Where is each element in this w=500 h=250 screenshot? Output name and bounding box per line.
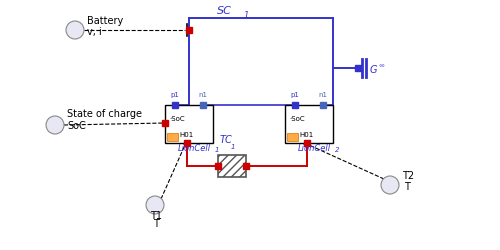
Text: T: T — [404, 182, 410, 192]
Bar — [167, 133, 178, 141]
Text: p1: p1 — [170, 92, 179, 98]
Text: p1: p1 — [290, 92, 299, 98]
Bar — [165, 105, 213, 143]
Text: 1: 1 — [244, 11, 250, 20]
Text: T2: T2 — [402, 171, 414, 181]
Bar — [218, 155, 246, 177]
Text: 1: 1 — [215, 147, 220, 153]
Circle shape — [66, 21, 84, 39]
Text: ·SoC: ·SoC — [289, 116, 304, 122]
Text: Battery: Battery — [87, 16, 123, 26]
Text: T1: T1 — [150, 211, 162, 221]
Text: 2: 2 — [335, 147, 340, 153]
Circle shape — [46, 116, 64, 134]
Text: T: T — [153, 219, 159, 229]
Text: 1: 1 — [231, 144, 235, 150]
Text: G: G — [370, 65, 378, 75]
Circle shape — [146, 196, 164, 214]
Text: State of charge: State of charge — [67, 109, 142, 119]
Text: SC: SC — [217, 6, 232, 16]
Text: ·SoC: ·SoC — [169, 116, 184, 122]
Text: n1: n1 — [198, 92, 207, 98]
Text: H01: H01 — [299, 132, 313, 138]
Text: LionCell: LionCell — [178, 144, 211, 153]
Text: H01: H01 — [179, 132, 193, 138]
Text: °°: °° — [378, 65, 385, 71]
Text: n1: n1 — [318, 92, 327, 98]
Bar — [287, 133, 298, 141]
Text: TC: TC — [220, 135, 233, 145]
Text: SoC: SoC — [67, 121, 86, 131]
Circle shape — [381, 176, 399, 194]
Bar — [285, 105, 333, 143]
Text: LionCell: LionCell — [298, 144, 331, 153]
Text: v, i: v, i — [87, 27, 102, 37]
